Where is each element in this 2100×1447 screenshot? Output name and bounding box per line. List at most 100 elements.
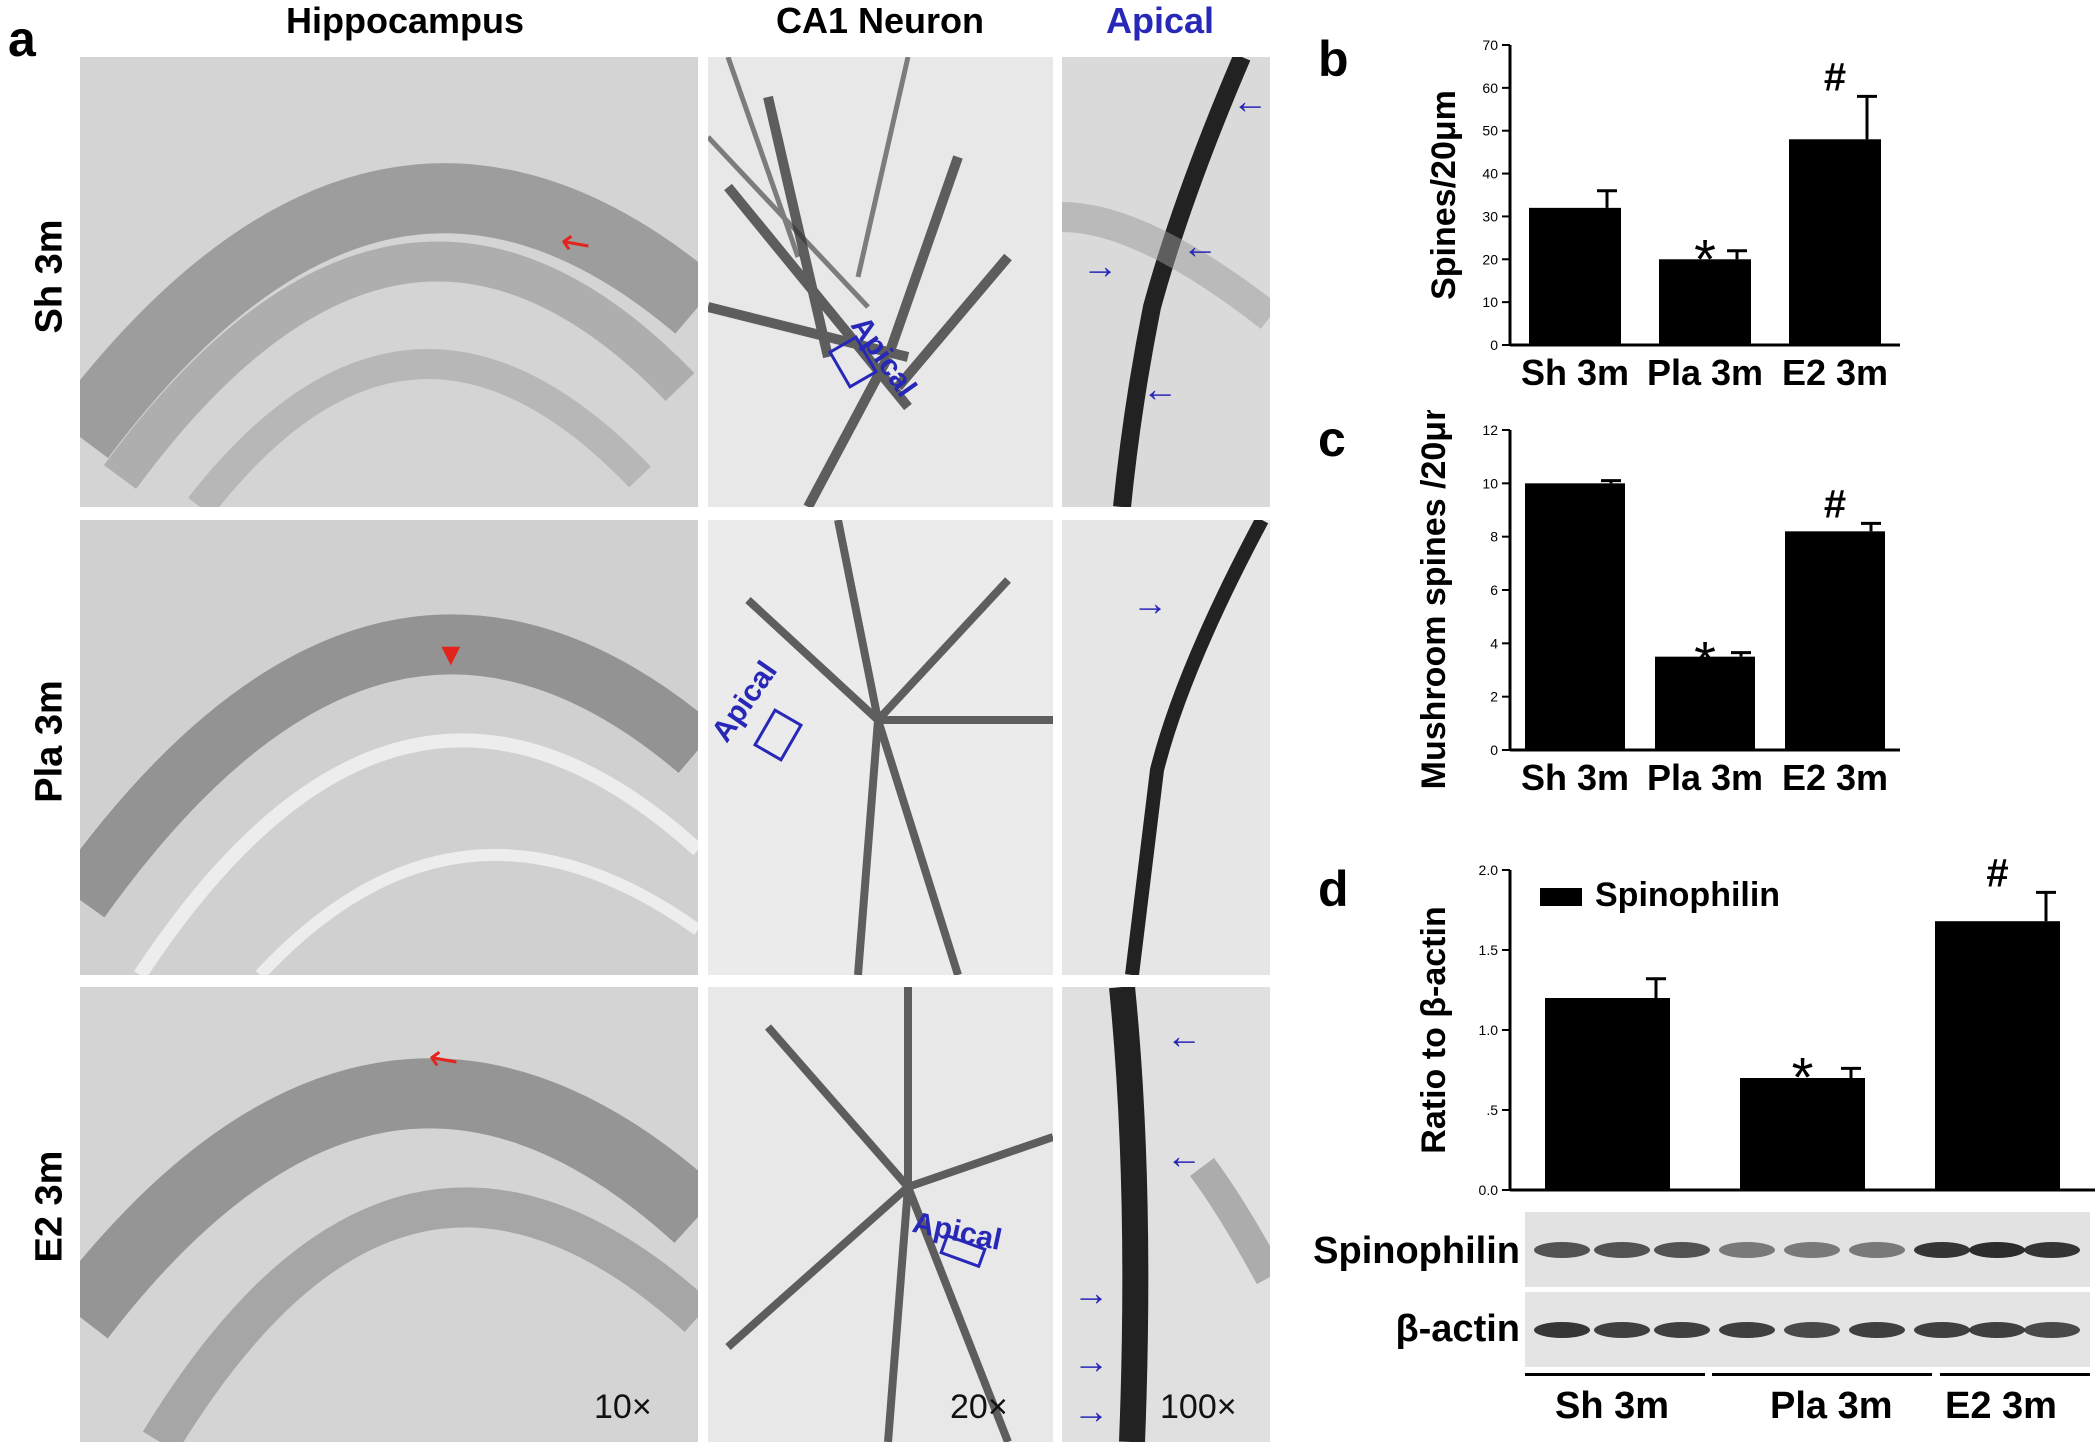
blot-label-spinophilin: Spinophilin (1313, 1230, 1520, 1272)
panel-c-letter: c (1318, 411, 1346, 467)
significance-marker: * (1792, 1045, 1814, 1108)
blue-arrow-icon: → (1073, 1390, 1109, 1431)
column-title-apical: Apical (1105, 0, 1215, 41)
panel-d-letter: d (1318, 861, 1349, 917)
chart-b: 0 10 20 30 40 50 60 70 Spines/20μm Sh 3m * Pla 3m # E… (1360, 30, 1960, 410)
y-tick-label: 4 (1490, 635, 1498, 651)
x-tick-label: Pla 3m (1647, 757, 1763, 798)
blue-arrow-icon: → (1082, 245, 1118, 286)
bar-e2-3m (1789, 139, 1881, 345)
blot-strip-spinophilin (1525, 1212, 2090, 1287)
row-label-e2-3m: E2 3m (28, 1150, 71, 1263)
y-tick-label: 10 (1482, 475, 1498, 491)
significance-marker: # (1824, 482, 1846, 526)
significance-marker: * (1694, 630, 1716, 693)
micrograph-ca1-neuron-e2 (708, 987, 1053, 1442)
blot-band (2024, 1242, 2080, 1258)
panel-a-letter: a (8, 11, 36, 67)
bar-sh-3m (1545, 998, 1670, 1190)
y-axis-label: Spines/20μm (1425, 90, 1463, 300)
micrograph-hippocampus-sh (80, 57, 698, 507)
blot-band (1594, 1322, 1650, 1338)
magnification-10x: 10× (594, 1388, 652, 1426)
blot-band (1654, 1242, 1710, 1258)
blot-band (1849, 1242, 1905, 1258)
blot-band (1594, 1242, 1650, 1258)
blue-arrow-icon: → (1073, 1340, 1109, 1381)
y-tick-label: 1.0 (1479, 1022, 1499, 1038)
blot-strip-beta-actin (1525, 1292, 2090, 1367)
blue-arrow-icon: ← (1142, 368, 1178, 409)
bar-pla-3m (1655, 656, 1755, 750)
x-tick-label: Pla 3m (1647, 352, 1763, 393)
blot-group-line-sh (1525, 1373, 1705, 1376)
column-title-ca1-neuron: CA1 Neuron (775, 0, 985, 41)
blue-arrow-icon: → (1073, 1272, 1109, 1313)
blot-band (1849, 1322, 1905, 1338)
blot-band (2024, 1322, 2080, 1338)
blot-band (1914, 1242, 1970, 1258)
blue-arrow-icon: ← (1232, 80, 1268, 121)
y-tick-label: 10 (1482, 294, 1498, 310)
micrograph-ca1-neuron-sh (708, 57, 1053, 507)
blue-arrow-icon: → (1132, 582, 1168, 623)
row-label-sh-3m: Sh 3m (28, 219, 71, 334)
blue-arrow-icon: ← (1166, 1015, 1202, 1056)
y-tick-label: 6 (1490, 582, 1498, 598)
bar-pla-3m (1659, 259, 1751, 345)
column-title-hippocampus: Hippocampus (285, 0, 525, 41)
blot-band (1719, 1242, 1775, 1258)
y-tick-label: 0 (1490, 742, 1498, 758)
micrograph-apical-sh (1062, 57, 1270, 507)
blot-band (1914, 1322, 1970, 1338)
x-tick-label: Sh 3m (1521, 757, 1629, 798)
y-tick-label: 1.5 (1479, 942, 1499, 958)
x-tick-label: E2 3m (1782, 352, 1888, 393)
row-label-pla-3m: Pla 3m (28, 680, 71, 803)
y-axis-label: Mushroom spines /20μm (1415, 410, 1453, 789)
blot-group-label-sh: Sh 3m (1555, 1385, 1670, 1427)
y-tick-label: 60 (1482, 80, 1498, 96)
blot-band (1534, 1322, 1590, 1338)
micrograph-hippocampus-pla (80, 520, 698, 975)
blot-group-label-e2: E2 3m (1945, 1385, 2057, 1427)
blot-label-beta-actin: β-actin (1395, 1308, 1520, 1350)
y-tick-label: 20 (1482, 251, 1498, 267)
blue-arrow-icon: ← (1182, 225, 1218, 266)
y-tick-label: 0 (1490, 337, 1498, 353)
blot-band (1654, 1322, 1710, 1338)
y-tick-label: .5 (1486, 1102, 1498, 1118)
bar-sh-3m (1525, 483, 1625, 750)
bar-sh-3m (1529, 207, 1621, 345)
y-tick-label: 2 (1490, 689, 1498, 705)
y-tick-label: 50 (1482, 123, 1498, 139)
y-tick-label: 2.0 (1479, 862, 1499, 878)
micrograph-ca1-neuron-pla (708, 520, 1053, 975)
magnification-100x: 100× (1160, 1388, 1237, 1426)
bar-e2-3m (1785, 531, 1885, 750)
legend-swatch (1540, 888, 1582, 906)
y-tick-label: 40 (1482, 166, 1498, 182)
y-tick-label: 12 (1482, 422, 1498, 438)
chart-d: 0.0 .5 1.0 1.5 2.0 Ratio to β-actin * # Spinophi… (1360, 850, 2100, 1210)
micrograph-hippocampus-e2 (80, 987, 698, 1442)
blot-band (1719, 1322, 1775, 1338)
significance-marker: * (1694, 228, 1716, 291)
chart-c: 0 2 4 6 8 10 12 Mushroom spines /20μm Sh 3m * Pla … (1360, 391, 1960, 810)
y-tick-label: 70 (1482, 37, 1498, 53)
panel-b-letter: b (1318, 31, 1349, 87)
y-tick-label: 8 (1490, 529, 1498, 545)
blot-band (1969, 1322, 2025, 1338)
magnification-20x: 20× (950, 1388, 1008, 1426)
x-tick-label: Sh 3m (1521, 352, 1629, 393)
blot-band (1784, 1322, 1840, 1338)
blot-band (1969, 1242, 2025, 1258)
y-tick-label: 30 (1482, 208, 1498, 224)
y-tick-label: 0.0 (1479, 1182, 1499, 1198)
bar-e2-3m (1935, 921, 2060, 1190)
bar-pla-3m (1740, 1078, 1865, 1190)
micrograph-apical-pla (1062, 520, 1270, 975)
legend-label: Spinophilin (1595, 876, 1780, 914)
red-arrow-icon: ▼ (435, 636, 467, 672)
micrograph-apical-e2 (1062, 987, 1270, 1442)
